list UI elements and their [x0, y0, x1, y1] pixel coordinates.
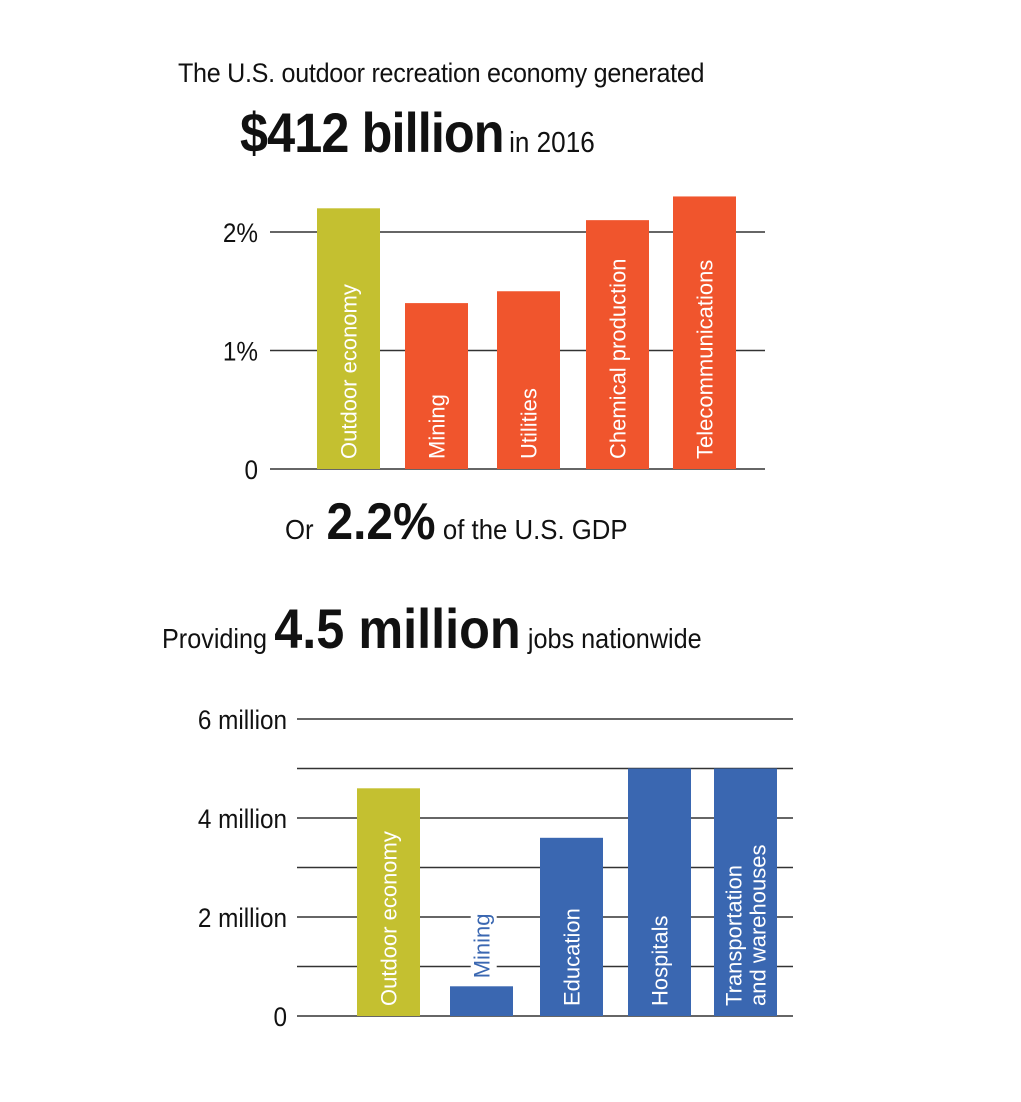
bar: [450, 986, 513, 1016]
bar-label: Outdoor economy: [336, 284, 361, 459]
bar: [497, 291, 560, 469]
bar: [628, 768, 691, 1016]
y-tick-label: 6 million: [198, 706, 287, 735]
bar-label: Education: [559, 908, 584, 1006]
y-tick-label: 0: [273, 1003, 287, 1032]
bar: [317, 208, 380, 470]
bar-label: Utilities: [516, 388, 541, 459]
y-tick-label: 2 million: [198, 904, 287, 933]
bar-label: Telecommunications: [692, 260, 717, 459]
jobs-value: 4.5 million: [274, 597, 521, 660]
bar-label: Mining: [424, 394, 449, 459]
y-tick-label: 1%: [223, 337, 258, 366]
y-tick-label: 4 million: [198, 805, 287, 834]
bar-label: Transportation: [721, 865, 746, 1006]
gdp-chart: 0 1% 2% Outdoor economy Mining Utilities Chemi…: [223, 196, 765, 485]
bar: [540, 837, 603, 1016]
headline-amount: $412 billion: [240, 101, 505, 164]
headline-intro: The U.S. outdoor recreation economy gene…: [178, 58, 705, 88]
gdp-prefix: Or: [285, 514, 314, 545]
bar-label: and warehouses: [745, 845, 770, 1006]
bar-label: Chemical production: [605, 258, 630, 459]
label-mask: [470, 905, 497, 983]
gdp-suffix: of the U.S. GDP: [442, 514, 628, 545]
jobs-chart: 0 2 million 4 million 6 million Outdoor econ…: [198, 706, 793, 1032]
bar: [357, 788, 420, 1016]
bar: [673, 196, 736, 469]
gdp-value: 2.2%: [326, 493, 436, 551]
y-tick-label: 0: [244, 456, 258, 485]
bar: [714, 768, 777, 1016]
bar: [586, 220, 649, 469]
jobs-suffix: jobs nationwide: [527, 623, 702, 654]
jobs-row: Providing 4.5 million jobs nationwide: [162, 596, 702, 661]
headline-year: in 2016: [509, 127, 595, 159]
bar: [405, 303, 468, 469]
bar-label: Mining: [469, 913, 494, 978]
gdp-share-row: Or 2.2% of the U.S. GDP: [285, 492, 628, 552]
jobs-prefix: Providing: [162, 623, 268, 654]
bar-label: Hospitals: [647, 916, 672, 1006]
headline-amount-row: $412 billion in 2016: [240, 100, 595, 165]
bar-label: Outdoor economy: [376, 831, 401, 1006]
y-tick-label: 2%: [223, 219, 258, 248]
